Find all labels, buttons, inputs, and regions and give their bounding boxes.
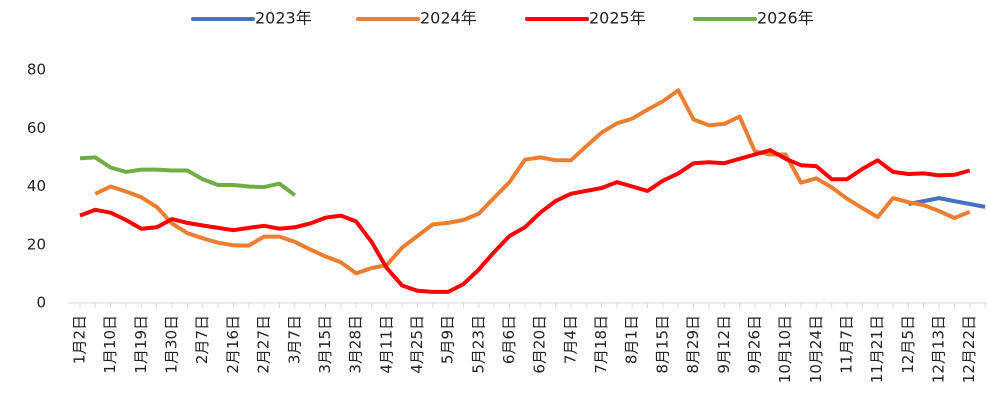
legend-label: 2024年 [420, 9, 477, 28]
x-tick-label: 1月2日 [71, 315, 89, 364]
x-tick-label: 10月10日 [776, 315, 794, 383]
y-tick-label: 0 [36, 294, 46, 312]
x-tick-label: 1月10日 [101, 315, 119, 374]
x-tick-label: 11月7日 [838, 315, 856, 374]
series-line [94, 88, 971, 276]
x-tick-label: 10月24日 [807, 315, 825, 383]
x-tick-label: 5月23日 [469, 315, 487, 374]
x-tick-label: 8月1日 [623, 315, 641, 364]
y-tick-label: 80 [27, 61, 46, 79]
legend-label: 2026年 [757, 9, 814, 28]
x-tick-label: 3月15日 [316, 315, 334, 374]
x-tick-label: 6月6日 [500, 315, 518, 364]
x-tick-label: 1月19日 [132, 315, 150, 374]
x-tick-label: 12月13日 [930, 315, 948, 383]
x-tick-label: 8月29日 [684, 315, 702, 374]
legend-label: 2023年 [255, 9, 312, 28]
x-tick-label: 2月27日 [255, 315, 273, 374]
y-tick-label: 40 [27, 177, 46, 195]
x-tick-label: 2月16日 [224, 315, 242, 374]
x-tick-label: 3月7日 [285, 315, 303, 364]
series-line [908, 196, 986, 209]
x-tick-label: 5月9日 [439, 315, 457, 364]
x-tick-label: 9月26日 [745, 315, 763, 374]
x-tick-label: 3月28日 [347, 315, 365, 374]
x-tick-label: 8月15日 [653, 315, 671, 374]
x-tick-label: 9月12日 [715, 315, 733, 374]
x-tick-label: 4月25日 [408, 315, 426, 374]
x-tick-label: 4月11日 [377, 315, 395, 374]
x-tick-label: 12月5日 [899, 315, 917, 374]
x-tick-label: 11月21日 [868, 315, 886, 383]
series-line [79, 148, 971, 294]
y-tick-label: 20 [27, 235, 46, 253]
x-tick-label: 2月7日 [193, 315, 211, 364]
y-tick-label: 60 [27, 119, 46, 137]
x-tick-label: 1月30日 [163, 315, 181, 374]
legend-label: 2025年 [589, 9, 646, 28]
x-tick-label: 7月18日 [592, 315, 610, 374]
x-tick-label: 6月20日 [531, 315, 549, 374]
series-line [79, 155, 297, 197]
x-tick-label: 7月4日 [561, 315, 579, 364]
x-tick-label: 12月22日 [960, 315, 978, 383]
